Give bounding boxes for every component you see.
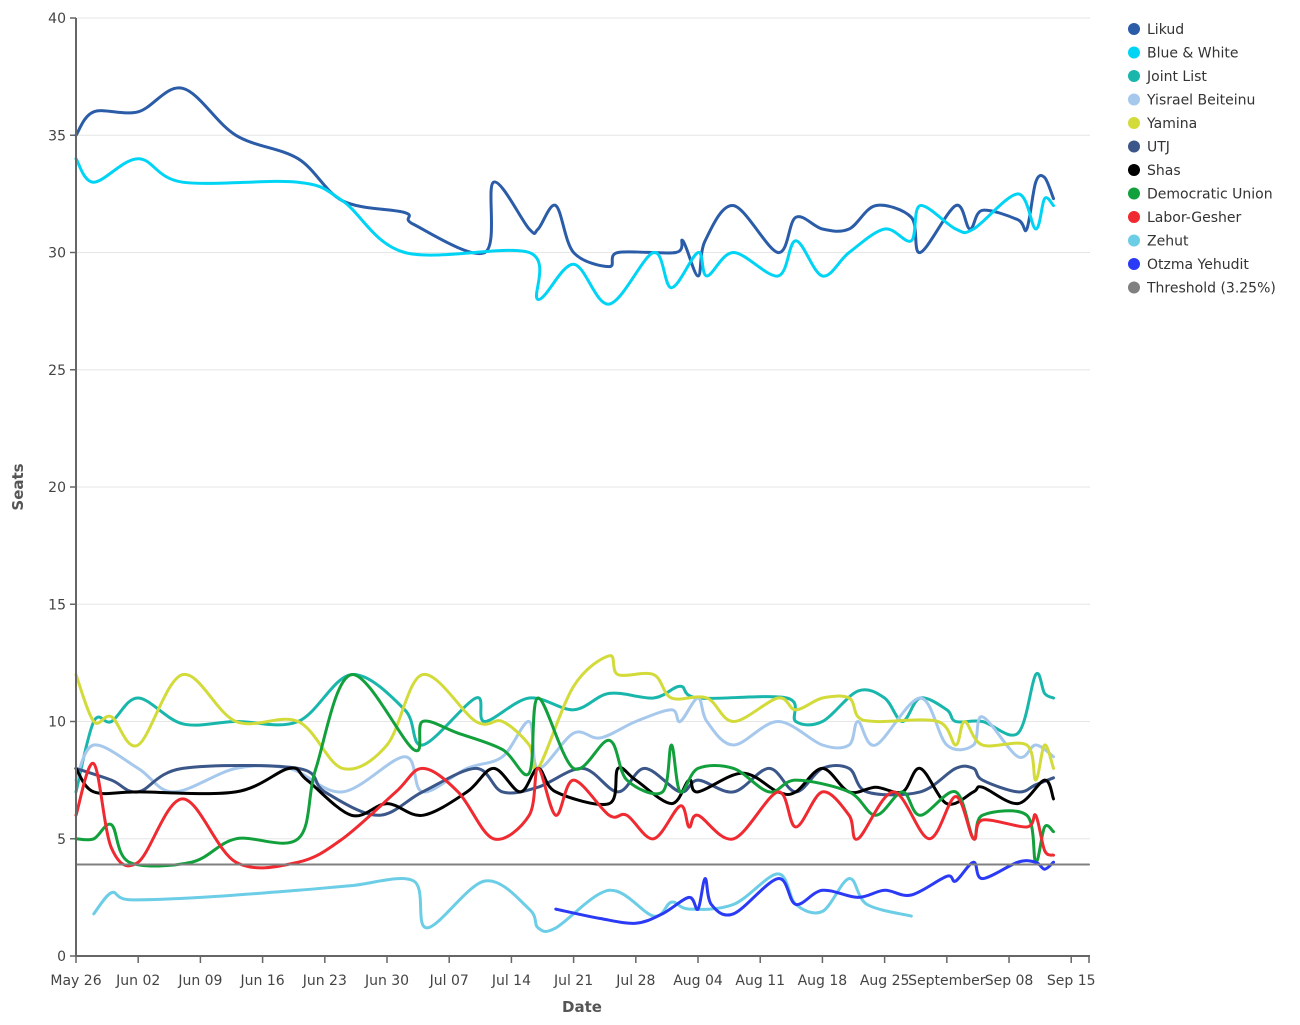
x-tick-label: Jul 07 <box>429 973 469 989</box>
x-tick-label: Aug 04 <box>673 973 723 989</box>
y-tick-label: 0 <box>57 949 66 965</box>
x-tick-label: May 26 <box>50 973 101 989</box>
series-line-shas <box>74 766 1055 818</box>
x-tick-label: Sep 08 <box>985 973 1034 989</box>
series-line-labor-gesher <box>74 762 1055 870</box>
legend-item-yamina[interactable]: Yamina <box>1128 116 1197 132</box>
legend-marker-icon <box>1128 46 1140 59</box>
y-axis-ticks: 0 5 10 15 20 25 30 35 40 <box>48 11 76 965</box>
legend-item-democratic-union[interactable]: Democratic Union <box>1128 187 1273 203</box>
legend-marker-icon <box>1128 93 1140 106</box>
legend-item-blue-white[interactable]: Blue & White <box>1128 46 1239 62</box>
legend-marker-icon <box>1128 281 1140 294</box>
x-tick-label: Jun 30 <box>364 973 409 989</box>
legend-marker-icon <box>1128 211 1140 223</box>
legend-item-joint-list[interactable]: Joint List <box>1128 69 1207 85</box>
x-tick-label: Aug 18 <box>798 973 848 989</box>
legend-label: Yamina <box>1146 116 1197 132</box>
legend-label: Yisrael Beiteinu <box>1146 93 1255 109</box>
legend-marker-icon <box>1128 117 1140 129</box>
y-tick-label: 5 <box>57 832 66 848</box>
x-tick-label: Aug 11 <box>735 973 785 989</box>
legend-label: Blue & White <box>1147 46 1239 62</box>
legend-label: Otzma Yehudit <box>1147 257 1249 273</box>
legend-marker-icon <box>1128 187 1140 200</box>
series-line-democratic-union <box>74 673 1055 868</box>
y-tick-label: 25 <box>48 363 66 379</box>
y-tick-label: 15 <box>48 597 66 613</box>
legend-label: Zehut <box>1147 234 1189 250</box>
x-axis-label: Date <box>562 998 602 1016</box>
legend-label: Likud <box>1147 22 1184 38</box>
y-tick-label: 35 <box>48 128 66 144</box>
legend-label: UTJ <box>1147 140 1170 156</box>
series-line-yamina <box>74 654 1055 782</box>
x-tick-label: Jun 09 <box>177 973 222 989</box>
y-tick-label: 30 <box>48 246 66 262</box>
legend-item-yisrael-beiteinu[interactable]: Yisrael Beiteinu <box>1128 93 1255 109</box>
legend-marker-icon <box>1128 234 1140 247</box>
legend-item-labor-gesher[interactable]: Labor-Gesher <box>1128 210 1241 226</box>
series-lines <box>74 86 1090 933</box>
x-tick-label: Jul 14 <box>491 973 531 989</box>
legend-item-otzma-yehudit[interactable]: Otzma Yehudit <box>1128 257 1249 273</box>
legend: Likud Blue & White Joint List Yisrael Beite… <box>1128 22 1276 297</box>
legend-item-zehut[interactable]: Zehut <box>1128 234 1189 250</box>
legend-marker-icon <box>1128 164 1140 176</box>
legend-label: Labor-Gesher <box>1147 210 1241 226</box>
legend-item-utj[interactable]: UTJ <box>1128 140 1170 156</box>
y-tick-label: 10 <box>48 715 66 731</box>
x-tick-label: Sep 15 <box>1047 973 1096 989</box>
legend-marker-icon <box>1128 23 1140 35</box>
legend-label: Shas <box>1147 163 1181 179</box>
legend-marker-icon <box>1128 140 1140 153</box>
x-tick-label: Jun 02 <box>115 973 160 989</box>
legend-item-likud[interactable]: Likud <box>1128 22 1184 38</box>
x-tick-label: Aug 25 <box>860 973 910 989</box>
x-tick-label: September <box>908 973 986 989</box>
legend-label: Democratic Union <box>1147 187 1273 203</box>
y-tick-label: 40 <box>48 11 66 27</box>
legend-label: Joint List <box>1146 69 1207 85</box>
x-axis-ticks: May 26 Jun 02 Jun 09 Jun 16 Jun 23 Jun 30 Jul … <box>50 956 1096 989</box>
y-axis-label: Seats <box>9 463 27 510</box>
x-tick-label: Jul 28 <box>615 973 655 989</box>
legend-label: Threshold (3.25%) <box>1146 281 1276 297</box>
legend-marker-icon <box>1128 70 1140 82</box>
x-tick-label: Jun 23 <box>302 973 347 989</box>
legend-marker-icon <box>1128 258 1140 270</box>
series-line-blue-white <box>74 157 1055 306</box>
x-tick-label: Jun 16 <box>240 973 285 989</box>
x-tick-label: Jul 21 <box>553 973 593 989</box>
y-tick-label: 20 <box>48 480 66 496</box>
series-line-zehut <box>92 872 913 933</box>
series-line-otzma-yehudit <box>554 859 1055 925</box>
legend-item-threshold-3-25[interactable]: Threshold (3.25%) <box>1128 281 1276 297</box>
legend-item-shas[interactable]: Shas <box>1128 163 1181 179</box>
